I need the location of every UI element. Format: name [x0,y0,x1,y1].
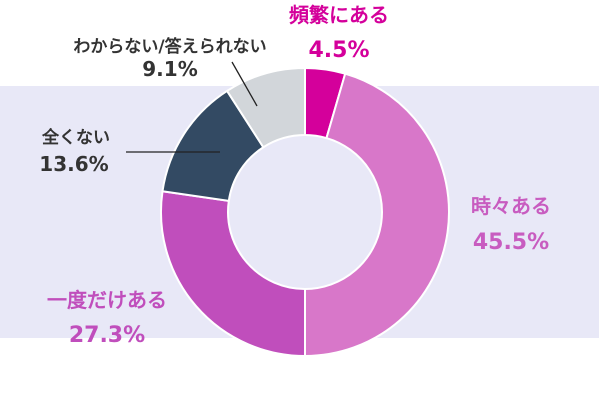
slice-label-1: 時々ある [471,194,551,218]
slice-2 [160,190,306,358]
slice-value-2: 27.3% [69,323,145,348]
slice-label-3: 全くない [41,127,110,148]
slice-value-0: 4.5% [308,38,369,63]
slice-value-3: 13.6% [39,152,108,176]
leader-line-4 [231,61,258,107]
slice-value-4: 9.1% [142,57,197,81]
slice-label-2: 一度だけある [47,288,167,312]
slice-value-1: 45.5% [473,230,549,255]
slice-1 [304,72,450,358]
slice-label-0: 頻繁にある [289,3,389,27]
slice-label-4: わからない/答えられない [73,36,266,57]
